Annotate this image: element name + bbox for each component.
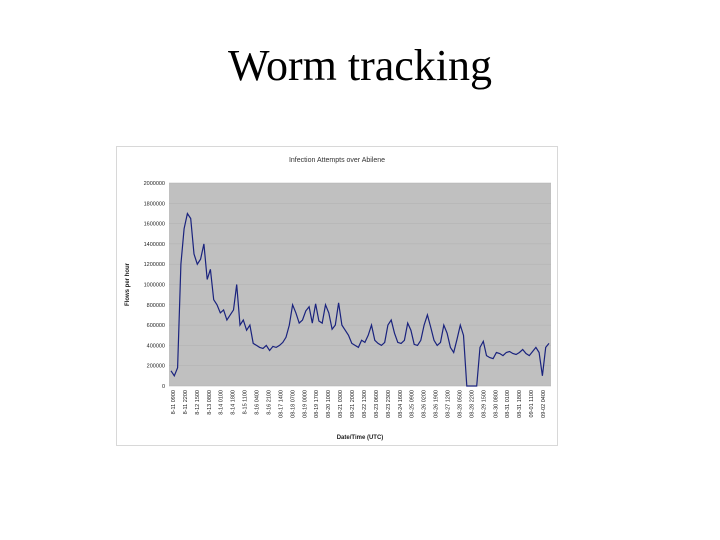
y-tick-label: 1600000 [144, 222, 165, 228]
y-axis-ticks: 0 200000 400000 600000 800000 1000000 1200000 1… [144, 181, 165, 390]
x-tick-label: 09-01 1100 [529, 390, 535, 417]
x-tick-label: 08-31 1800 [517, 390, 523, 418]
x-tick-label: 8-11 0900 [171, 390, 177, 414]
chart-title: Infection Attempts over Abilene [289, 157, 385, 164]
x-tick-label: 08-20 1000 [326, 390, 332, 418]
x-tick-label: 8-11 2200 [183, 390, 189, 414]
x-tick-label: 08-29 1500 [481, 390, 487, 418]
y-tick-label: 1200000 [144, 262, 165, 268]
y-tick-label: 600000 [147, 323, 165, 329]
x-tick-label: 08-26 0200 [422, 390, 428, 418]
x-tick-label: 09-02 0400 [541, 390, 547, 418]
x-tick-label: 08-25 0900 [410, 390, 416, 418]
x-tick-label: 8-16 0400 [255, 390, 261, 415]
x-tick-label: 08-26 1900 [434, 390, 440, 418]
slide-title: Worm tracking [227, 41, 493, 90]
line-chart: Infection Attempts over Abilene 0 200000 4… [125, 157, 551, 441]
x-tick-label: 08-23 0600 [374, 390, 380, 418]
x-tick-label: 08-24 1600 [398, 390, 404, 418]
x-tick-label: 08-23 2300 [386, 390, 392, 418]
x-tick-label: 08-19 0000 [302, 390, 308, 418]
y-tick-label: 800000 [147, 303, 165, 309]
x-tick-label: 8-13 0800 [207, 390, 213, 415]
y-tick-label: 1400000 [144, 242, 165, 248]
x-tick-label: 8-16 2100 [266, 390, 272, 415]
y-tick-label: 2000000 [144, 181, 165, 187]
x-tick-label: 8-14 0100 [219, 390, 225, 415]
x-tick-label: 08-28 0500 [457, 390, 463, 418]
chart-container: Infection Attempts over Abilene 0 200000 4… [116, 146, 558, 446]
x-tick-label: 08-18 0700 [290, 390, 296, 418]
x-tick-label: 08-21 0300 [338, 390, 344, 418]
x-tick-label: 08-30 0800 [493, 390, 499, 418]
x-tick-label: 8-15 1100 [243, 390, 249, 414]
y-axis-label: Flows per hour [125, 262, 131, 306]
gridlines [169, 182, 551, 387]
y-tick-label: 1000000 [144, 283, 165, 289]
x-tick-label: 08-19 1700 [314, 390, 320, 418]
y-tick-label: 200000 [147, 364, 165, 370]
x-tick-label: 08-28 2200 [469, 390, 475, 418]
series-line [170, 211, 550, 387]
x-tick-label: 8-12 1500 [195, 390, 201, 415]
x-tick-label: 08-31 0100 [505, 390, 511, 418]
x-tick-label: 08-22 1300 [362, 390, 368, 418]
y-tick-label: 0 [162, 384, 165, 390]
x-axis-ticks: 8-11 0900 8-11 2200 8-12 1500 8-13 0800 8-14… [171, 390, 547, 418]
y-tick-label: 400000 [147, 343, 165, 349]
x-tick-label: 08-17 1400 [278, 390, 284, 418]
x-tick-label: 08-21 2000 [350, 390, 356, 418]
x-axis-label: Date/Time (UTC) [337, 435, 384, 441]
x-tick-label: 8-14 1800 [231, 390, 237, 415]
x-tick-label: 08-27 1200 [446, 390, 452, 418]
y-tick-label: 1800000 [144, 201, 165, 207]
